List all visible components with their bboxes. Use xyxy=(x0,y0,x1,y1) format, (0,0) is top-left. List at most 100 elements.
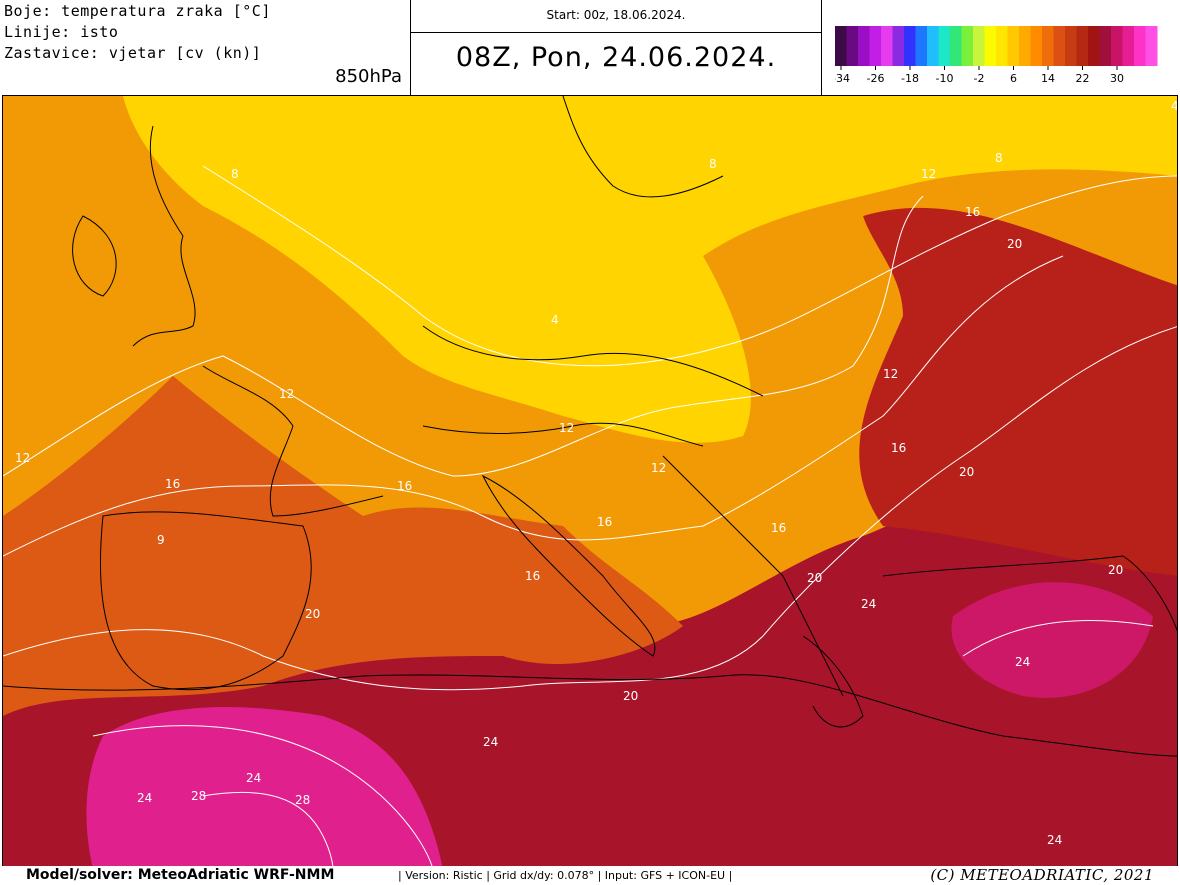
map-panel: 8 8 8 4 4 12 12 12 12 12 12 16 16 16 16 16 16 16 20 20 20 20 2… xyxy=(2,95,1178,868)
region-hot-saharan xyxy=(86,707,443,867)
contour-label: 4 xyxy=(1171,99,1178,113)
contour-12 xyxy=(3,195,924,477)
color-swatch xyxy=(1099,26,1112,66)
contour-16 xyxy=(3,255,1064,557)
color-swatch xyxy=(904,26,916,66)
color-swatch xyxy=(1145,26,1158,66)
contour-label: 16 xyxy=(891,441,906,455)
coast-africa xyxy=(3,674,1177,757)
scale-tick-label: 22 xyxy=(1076,72,1090,85)
contour-label: 8 xyxy=(995,151,1003,165)
contour-label: 12 xyxy=(15,451,30,465)
contour-label: 24 xyxy=(483,735,498,749)
color-swatch xyxy=(1088,26,1100,66)
contour-label: 24 xyxy=(246,771,261,785)
contour-label: 12 xyxy=(921,167,936,181)
contour-label: 8 xyxy=(709,157,717,171)
footer: Model/solver: MeteoAdriatic WRF-NMM | Ve… xyxy=(0,866,1180,885)
contour-label: 24 xyxy=(137,791,152,805)
contour-label: 20 xyxy=(959,465,974,479)
color-swatch xyxy=(938,26,951,66)
coast-france xyxy=(202,365,384,517)
contour-24b xyxy=(962,619,1154,657)
contour-label: 16 xyxy=(597,515,612,529)
scale-tick-label: -10 xyxy=(936,72,954,85)
contour-label: 9 xyxy=(157,533,165,547)
legend-panel: Boje: temperatura zraka [°C] Linije: ist… xyxy=(0,0,411,95)
region-cool-core xyxy=(448,254,565,355)
coast-turkey xyxy=(882,555,1177,632)
scale-tick-label: 30 xyxy=(1110,72,1124,85)
scale-tick-label: -34 xyxy=(835,72,850,85)
coast-scandinavia xyxy=(562,96,724,198)
copyright: (C) METEOADRIATIC, 2021 xyxy=(930,866,1154,884)
contour-label: 24 xyxy=(861,597,876,611)
coast-italy xyxy=(481,474,656,657)
coast-balkans xyxy=(662,455,844,697)
contour-label: 20 xyxy=(305,607,320,621)
divider xyxy=(411,32,821,33)
color-swatch xyxy=(973,26,985,66)
contour-label: 20 xyxy=(1007,237,1022,251)
color-swatch xyxy=(984,26,997,66)
color-swatch xyxy=(1019,26,1031,66)
color-swatch xyxy=(1134,26,1146,66)
scale-tick-label: -18 xyxy=(901,72,919,85)
color-swatch xyxy=(996,26,1008,66)
color-swatch xyxy=(1065,26,1077,66)
coast-greece xyxy=(802,635,864,728)
contour-label: 8 xyxy=(231,167,239,181)
valid-time: 08Z, Pon, 24.06.2024. xyxy=(455,42,777,73)
color-swatch xyxy=(1030,26,1043,66)
temperature-map: 8 8 8 4 4 12 12 12 12 12 12 16 16 16 16 16 16 16 20 20 20 20 2… xyxy=(3,96,1178,867)
pressure-level: 850hPa xyxy=(335,66,402,87)
contour-28 xyxy=(202,791,334,867)
coast-uk xyxy=(132,125,196,347)
color-swatch xyxy=(1076,26,1089,66)
contour-label: 12 xyxy=(651,461,666,475)
coast-ireland xyxy=(72,215,117,297)
color-swatch xyxy=(1042,26,1054,66)
legend-flags-line: Zastavice: vjetar [cv (kn)] xyxy=(4,44,262,62)
color-swatch xyxy=(961,26,974,66)
run-start: Start: 00z, 18.06.2024. xyxy=(546,8,686,22)
contour-label: 20 xyxy=(807,571,822,585)
contour-label: 28 xyxy=(295,793,310,807)
scale-tick-label: -26 xyxy=(867,72,885,85)
contour-label: 20 xyxy=(1108,563,1123,577)
contour-label: 12 xyxy=(883,367,898,381)
color-swatch xyxy=(869,26,882,66)
color-swatch xyxy=(1111,26,1123,66)
model-info: Model/solver: MeteoAdriatic WRF-NMM xyxy=(26,867,335,883)
legend-lines-line: Linije: isto xyxy=(4,23,119,41)
color-swatch xyxy=(950,26,962,66)
scale-tick-label: -2 xyxy=(974,72,985,85)
color-swatch xyxy=(892,26,905,66)
color-swatch xyxy=(858,26,870,66)
color-swatch xyxy=(1007,26,1020,66)
contour-label: 12 xyxy=(279,387,294,401)
contour-label: 28 xyxy=(191,789,206,803)
contour-label: 16 xyxy=(165,477,180,491)
contour-label: 16 xyxy=(771,521,786,535)
contour-label-layer: 8 8 8 4 4 12 12 12 12 12 12 16 16 16 16 16 16 16 20 20 20 20 2… xyxy=(15,99,1178,847)
region-east-warm xyxy=(859,207,1177,576)
coast-iberia xyxy=(100,511,312,691)
contour-label: 24 xyxy=(1047,833,1062,847)
scale-tick-label: 6 xyxy=(1010,72,1017,85)
color-swatch xyxy=(1053,26,1066,66)
run-meta: | Version: Ristic | Grid dx/dy: 0.078° |… xyxy=(398,869,733,882)
border-central xyxy=(422,325,764,397)
time-panel: Start: 00z, 18.06.2024. 08Z, Pon, 24.06.… xyxy=(411,0,822,95)
color-swatch xyxy=(927,26,939,66)
color-swatch xyxy=(881,26,893,66)
border-alps xyxy=(422,422,704,447)
contour-label: 24 xyxy=(1015,655,1030,669)
contour-8 xyxy=(202,165,1177,367)
color-swatch xyxy=(915,26,928,66)
contour-24 xyxy=(92,725,433,867)
contour-label: 20 xyxy=(623,689,638,703)
color-swatch xyxy=(835,26,847,66)
